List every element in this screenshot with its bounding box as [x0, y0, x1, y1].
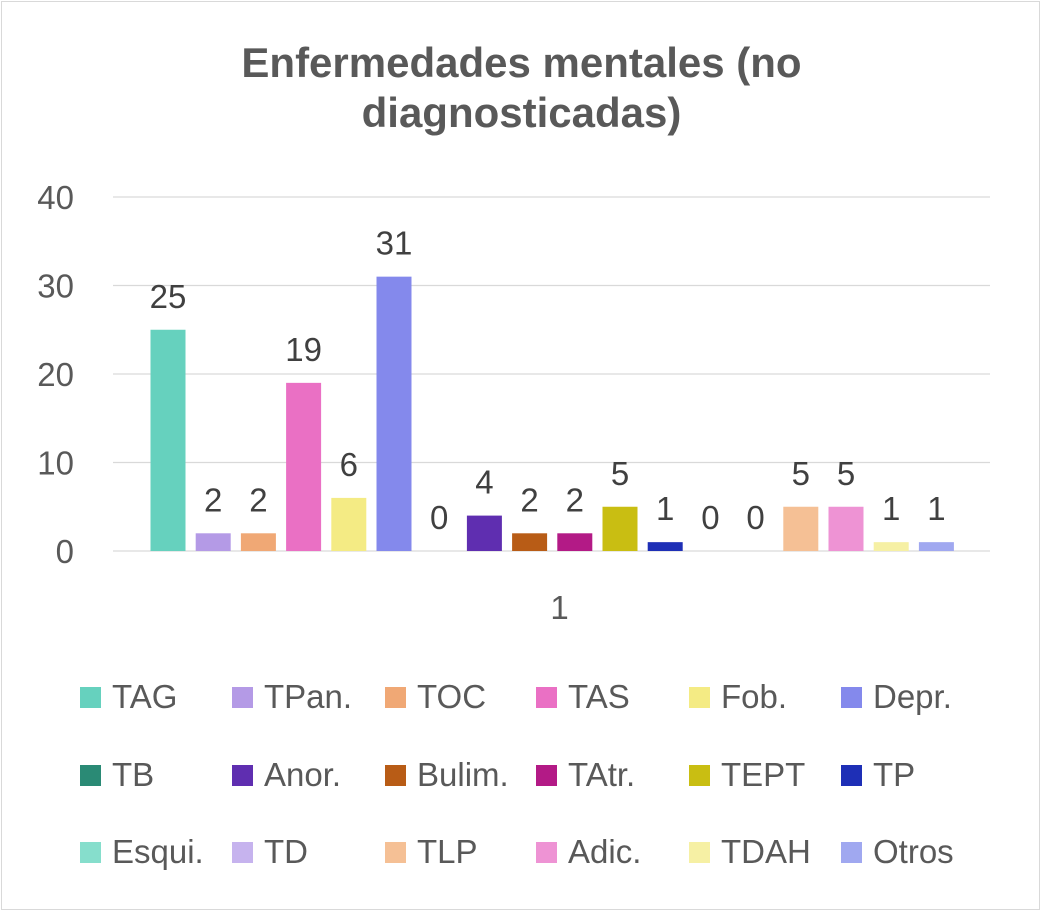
- legend-label: TDAH: [721, 833, 811, 870]
- legend-item: TP: [841, 750, 915, 800]
- data-label: 2: [249, 481, 267, 518]
- data-label: 19: [285, 331, 322, 368]
- legend-item: TD: [232, 827, 308, 877]
- y-tick-label: 20: [37, 356, 74, 393]
- bar-bulim: [512, 533, 548, 551]
- legend-label: Fob.: [721, 678, 788, 715]
- legend-label: TB: [112, 756, 155, 793]
- legend-label: TAtr.: [568, 756, 636, 793]
- legend-swatch: [689, 841, 710, 863]
- legend-item: TB: [80, 750, 154, 800]
- data-label: 2: [204, 481, 222, 518]
- legend-swatch: [232, 686, 253, 708]
- bar-otros: [918, 542, 954, 551]
- bar-tp: [647, 542, 683, 551]
- chart-title-line-1: Enfermedades mentales (no: [241, 39, 802, 86]
- data-label: 5: [611, 455, 629, 492]
- legend-swatch: [232, 841, 253, 863]
- data-label: 5: [792, 455, 810, 492]
- bar-tept: [602, 506, 638, 551]
- chart-title: Enfermedades mentales (no diagnosticadas…: [0, 38, 1043, 138]
- data-label: 0: [701, 499, 719, 536]
- y-tick-label: 30: [37, 268, 74, 305]
- legend-label: TP: [873, 756, 916, 793]
- legend-label: TPan.: [264, 678, 353, 715]
- legend-item: Adic.: [536, 827, 641, 877]
- data-label: 0: [430, 499, 448, 536]
- legend-swatch: [536, 686, 557, 708]
- legend-item: TEPT: [689, 750, 805, 800]
- legend-swatch: [536, 764, 557, 786]
- y-tick-label: 10: [37, 445, 74, 482]
- legend-label: TEPT: [721, 756, 806, 793]
- bar-fob: [331, 497, 367, 551]
- legend-swatch: [689, 686, 710, 708]
- legend-label: Anor.: [264, 756, 342, 793]
- legend-label: TAG: [112, 678, 178, 715]
- legend-item: TDAH: [689, 827, 811, 877]
- data-label: 1: [656, 490, 674, 527]
- data-label: 1: [882, 490, 900, 527]
- legend-item: TLP: [385, 827, 478, 877]
- bar-tas: [286, 382, 322, 551]
- y-tick-label: 40: [37, 179, 74, 216]
- legend-label: Esqui.: [112, 833, 204, 870]
- legend-label: TAS: [568, 678, 630, 715]
- legend-swatch: [385, 841, 406, 863]
- legend-item: TAG: [80, 672, 177, 722]
- legend-label: TOC: [417, 678, 487, 715]
- legend-swatch: [841, 686, 862, 708]
- data-label: 6: [340, 446, 358, 483]
- legend-item: TPan.: [232, 672, 352, 722]
- legend-swatch: [385, 686, 406, 708]
- data-label: 1: [927, 490, 945, 527]
- bar-adic: [828, 506, 864, 551]
- legend-swatch: [689, 764, 710, 786]
- bar-toc: [240, 533, 276, 551]
- legend-item: TOC: [385, 672, 486, 722]
- legend-swatch: [80, 841, 101, 863]
- data-label: 25: [150, 278, 187, 315]
- legend-item: Anor.: [232, 750, 341, 800]
- legend-item: TAtr.: [536, 750, 635, 800]
- bar-tatr: [557, 533, 593, 551]
- legend-item: Fob.: [689, 672, 787, 722]
- legend-item: TAS: [536, 672, 630, 722]
- bar-tpan: [195, 533, 231, 551]
- chart-title-line-2: diagnosticadas): [361, 89, 682, 136]
- legend-swatch: [232, 764, 253, 786]
- data-label: 4: [475, 464, 493, 501]
- legend-swatch: [841, 764, 862, 786]
- legend-item: Otros: [841, 827, 954, 877]
- legend-swatch: [841, 841, 862, 863]
- y-tick-label: 0: [56, 533, 74, 570]
- data-label: 2: [520, 481, 538, 518]
- legend-item: Bulim.: [385, 750, 509, 800]
- data-label: 0: [746, 499, 764, 536]
- legend-swatch: [80, 764, 101, 786]
- legend-label: Adic.: [568, 833, 642, 870]
- legend-swatch: [385, 764, 406, 786]
- x-category-label: 1: [550, 589, 568, 626]
- data-label: 31: [376, 225, 413, 262]
- legend-label: TD: [264, 833, 308, 870]
- legend-label: TLP: [417, 833, 478, 870]
- legend-item: Depr.: [841, 672, 952, 722]
- data-label: 2: [566, 481, 584, 518]
- bar-tag: [150, 329, 186, 551]
- legend-label: Otros: [873, 833, 954, 870]
- data-label: 5: [837, 455, 855, 492]
- bar-depr: [376, 276, 412, 551]
- legend-label: Depr.: [873, 678, 952, 715]
- legend-swatch: [536, 841, 557, 863]
- bar-anor: [466, 515, 502, 551]
- legend-label: Bulim.: [417, 756, 509, 793]
- legend-swatch: [80, 686, 101, 708]
- bar-tdah: [873, 542, 909, 551]
- bar-tlp: [783, 506, 819, 551]
- legend-item: Esqui.: [80, 827, 204, 877]
